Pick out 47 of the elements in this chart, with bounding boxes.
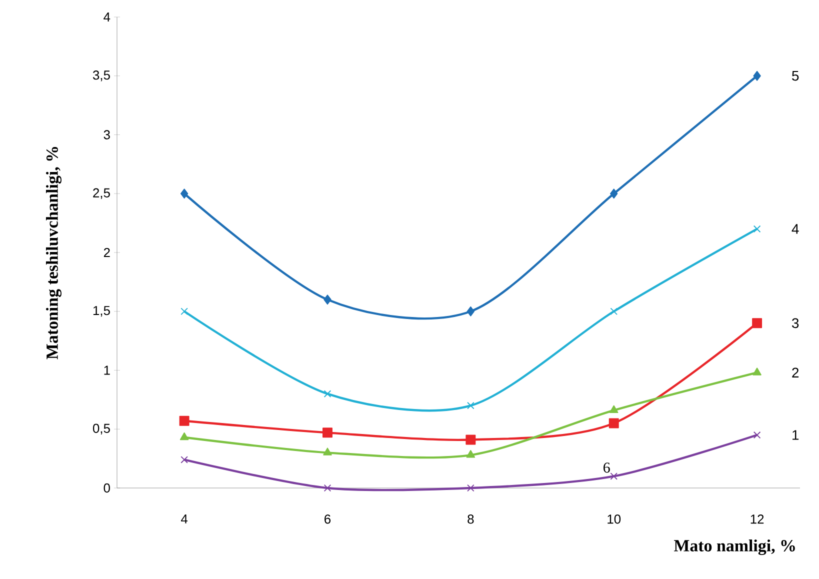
y-tick-label: 0,5 xyxy=(92,424,110,434)
point xyxy=(180,432,189,440)
point xyxy=(323,448,332,456)
point xyxy=(467,484,474,492)
x-tick-label: 8 xyxy=(468,514,474,524)
x-tick-label: 4 xyxy=(180,514,188,524)
point xyxy=(753,431,761,439)
point xyxy=(180,188,188,199)
point xyxy=(610,308,618,316)
text: 5 xyxy=(792,71,799,81)
annotation: 6 xyxy=(604,462,610,473)
y-tick-label: 2 xyxy=(104,248,110,258)
text: 1 xyxy=(792,430,799,440)
point xyxy=(753,70,761,81)
y-tick-label: 4 xyxy=(104,12,110,22)
point xyxy=(610,188,618,199)
y-tick-label: 3,5 xyxy=(92,70,110,82)
x-tick-label: 12 xyxy=(750,514,764,524)
point xyxy=(610,472,618,480)
point xyxy=(752,318,762,328)
x-tick-label: 6 xyxy=(324,514,331,524)
y-tick-label: 1,5 xyxy=(93,306,110,317)
y-tick-label: 2,5 xyxy=(93,188,110,199)
y-tick-label: 3 xyxy=(104,130,110,140)
text: 4 xyxy=(792,224,799,234)
point xyxy=(609,405,618,414)
x-axis-title: Mato namligi, % xyxy=(674,540,795,556)
text: 2 xyxy=(792,368,799,378)
point xyxy=(752,368,762,376)
point xyxy=(466,450,476,458)
point xyxy=(322,428,332,438)
point xyxy=(180,456,188,464)
point xyxy=(466,434,476,445)
point xyxy=(324,294,332,305)
point xyxy=(467,402,474,410)
y-tick-label: 1 xyxy=(104,366,110,375)
point xyxy=(324,390,332,398)
point xyxy=(324,484,332,492)
text: 3 xyxy=(792,318,799,328)
point xyxy=(180,308,188,316)
point xyxy=(179,416,190,426)
point xyxy=(608,418,619,428)
y-tick-label: 0 xyxy=(104,483,110,493)
point xyxy=(466,306,475,316)
y-axis-title: Matoning teshiluvchanligi, % xyxy=(46,147,62,360)
x-tick-label: 10 xyxy=(608,514,621,524)
point xyxy=(753,225,761,233)
